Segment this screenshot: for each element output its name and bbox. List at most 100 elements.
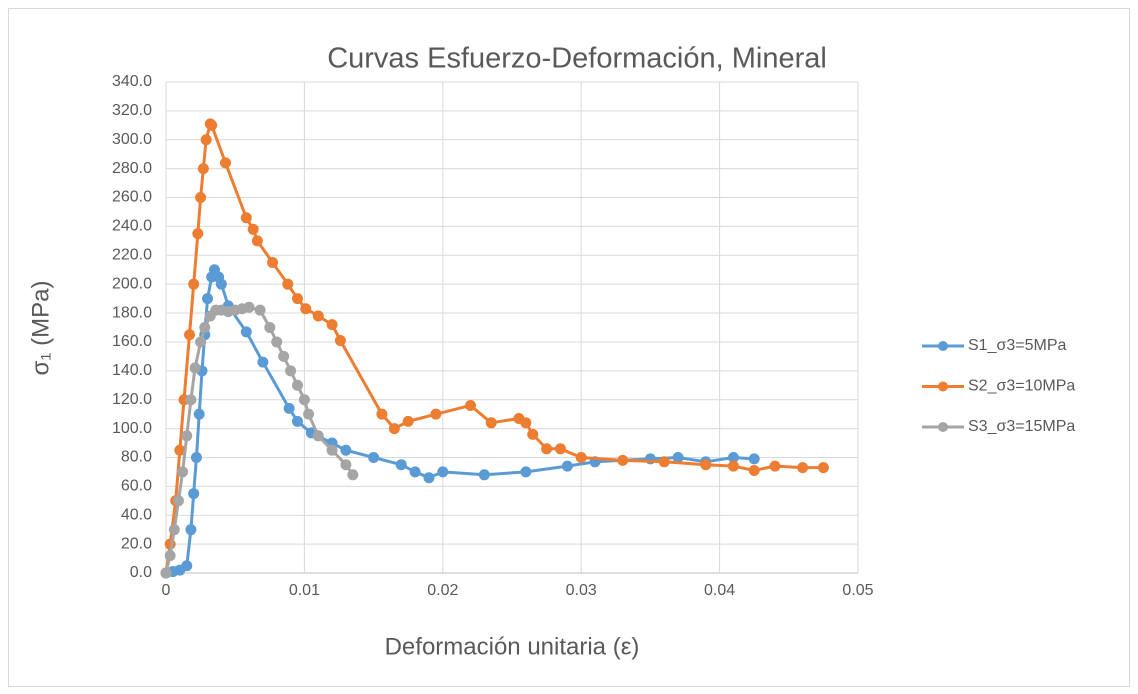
data-point bbox=[527, 428, 539, 440]
y-tick-label: 80.0 bbox=[121, 449, 152, 466]
data-point bbox=[247, 223, 259, 235]
data-point bbox=[748, 453, 760, 465]
data-point bbox=[164, 550, 176, 562]
data-point bbox=[334, 334, 346, 346]
y-tick-label: 40.0 bbox=[121, 506, 152, 523]
data-point bbox=[251, 235, 263, 247]
x-tick-label: 0.04 bbox=[704, 582, 735, 599]
y-tick-label: 20.0 bbox=[121, 535, 152, 552]
data-point bbox=[188, 488, 200, 500]
y-tick-label: 300.0 bbox=[112, 131, 152, 148]
data-point bbox=[193, 408, 205, 420]
data-point bbox=[672, 451, 684, 463]
data-point bbox=[197, 163, 209, 175]
data-point bbox=[264, 322, 276, 333]
data-point bbox=[181, 430, 193, 442]
data-point bbox=[340, 459, 352, 471]
data-point bbox=[172, 495, 184, 507]
data-point bbox=[220, 157, 232, 169]
data-point bbox=[254, 304, 266, 316]
data-point bbox=[200, 134, 212, 146]
y-tick-label: 120.0 bbox=[112, 391, 152, 408]
y-tick-label: 200.0 bbox=[112, 275, 152, 292]
legend-marker bbox=[938, 381, 948, 392]
data-point bbox=[285, 365, 297, 377]
data-point bbox=[168, 524, 180, 536]
data-point bbox=[817, 462, 829, 474]
data-point bbox=[409, 466, 421, 478]
legend-label: S3_σ3=15MPa bbox=[968, 418, 1075, 435]
data-point bbox=[185, 394, 197, 406]
data-point bbox=[430, 408, 442, 420]
data-point bbox=[520, 466, 532, 478]
data-point bbox=[243, 301, 255, 313]
x-tick-label: 0.02 bbox=[427, 582, 458, 599]
data-point bbox=[312, 430, 324, 442]
data-point bbox=[291, 379, 303, 391]
y-tick-label: 340.0 bbox=[112, 73, 152, 90]
data-point bbox=[278, 350, 290, 362]
data-point bbox=[283, 402, 295, 414]
data-point bbox=[188, 278, 200, 290]
data-point bbox=[291, 293, 303, 305]
data-point bbox=[326, 319, 338, 331]
data-point bbox=[748, 464, 760, 476]
data-point bbox=[185, 524, 197, 536]
data-point bbox=[727, 460, 739, 472]
data-point bbox=[240, 326, 252, 338]
legend-label: S1_σ3=5MPa bbox=[968, 337, 1066, 354]
data-point bbox=[541, 443, 553, 455]
y-tick-label: 240.0 bbox=[112, 218, 152, 235]
data-point bbox=[199, 322, 211, 333]
data-point bbox=[291, 415, 303, 427]
series-line bbox=[164, 122, 824, 574]
data-point bbox=[402, 415, 414, 427]
data-point bbox=[181, 560, 193, 572]
data-point bbox=[215, 278, 227, 290]
y-tick-label: 0.0 bbox=[130, 564, 152, 581]
data-point bbox=[423, 472, 435, 484]
data-point bbox=[700, 459, 712, 471]
data-point bbox=[326, 444, 338, 456]
data-point bbox=[437, 466, 449, 478]
data-point bbox=[658, 456, 670, 468]
data-point bbox=[617, 454, 629, 466]
data-point bbox=[312, 310, 324, 322]
data-point bbox=[192, 228, 204, 240]
legend-label: S2_σ3=10MPa bbox=[968, 378, 1075, 395]
chart-title: Curvas Esfuerzo-Deformación, Mineral bbox=[327, 43, 827, 75]
data-point bbox=[797, 462, 809, 474]
data-point bbox=[267, 257, 279, 269]
y-axis-title: σ₁ (MPa) bbox=[27, 281, 54, 376]
x-tick-label: 0 bbox=[162, 582, 171, 599]
data-point bbox=[190, 451, 202, 463]
data-point bbox=[347, 469, 359, 481]
data-point bbox=[485, 417, 497, 429]
data-point bbox=[206, 119, 218, 131]
x-tick-label: 0.03 bbox=[566, 582, 597, 599]
data-point bbox=[368, 451, 380, 463]
y-tick-label: 220.0 bbox=[112, 247, 152, 264]
y-tick-label: 260.0 bbox=[112, 189, 152, 206]
x-tick-label: 0.05 bbox=[842, 582, 873, 599]
data-point bbox=[184, 329, 196, 341]
data-point bbox=[575, 451, 587, 463]
data-point bbox=[388, 423, 400, 435]
x-axis-title: Deformación unitaria (ε) bbox=[385, 633, 640, 660]
data-point bbox=[240, 212, 252, 224]
data-point bbox=[520, 417, 532, 429]
data-point bbox=[554, 443, 566, 455]
y-tick-label: 100.0 bbox=[112, 420, 152, 437]
legend-marker bbox=[938, 341, 948, 351]
y-tick-label: 160.0 bbox=[112, 333, 152, 350]
data-point bbox=[464, 399, 476, 411]
data-point bbox=[189, 362, 201, 374]
y-tick-label: 180.0 bbox=[112, 304, 152, 321]
y-tick-label: 60.0 bbox=[121, 478, 152, 495]
x-tick-label: 0.01 bbox=[289, 582, 320, 599]
y-tick-label: 140.0 bbox=[112, 362, 152, 379]
data-point bbox=[376, 408, 388, 420]
data-point bbox=[257, 356, 269, 368]
y-tick-label: 320.0 bbox=[112, 102, 152, 119]
